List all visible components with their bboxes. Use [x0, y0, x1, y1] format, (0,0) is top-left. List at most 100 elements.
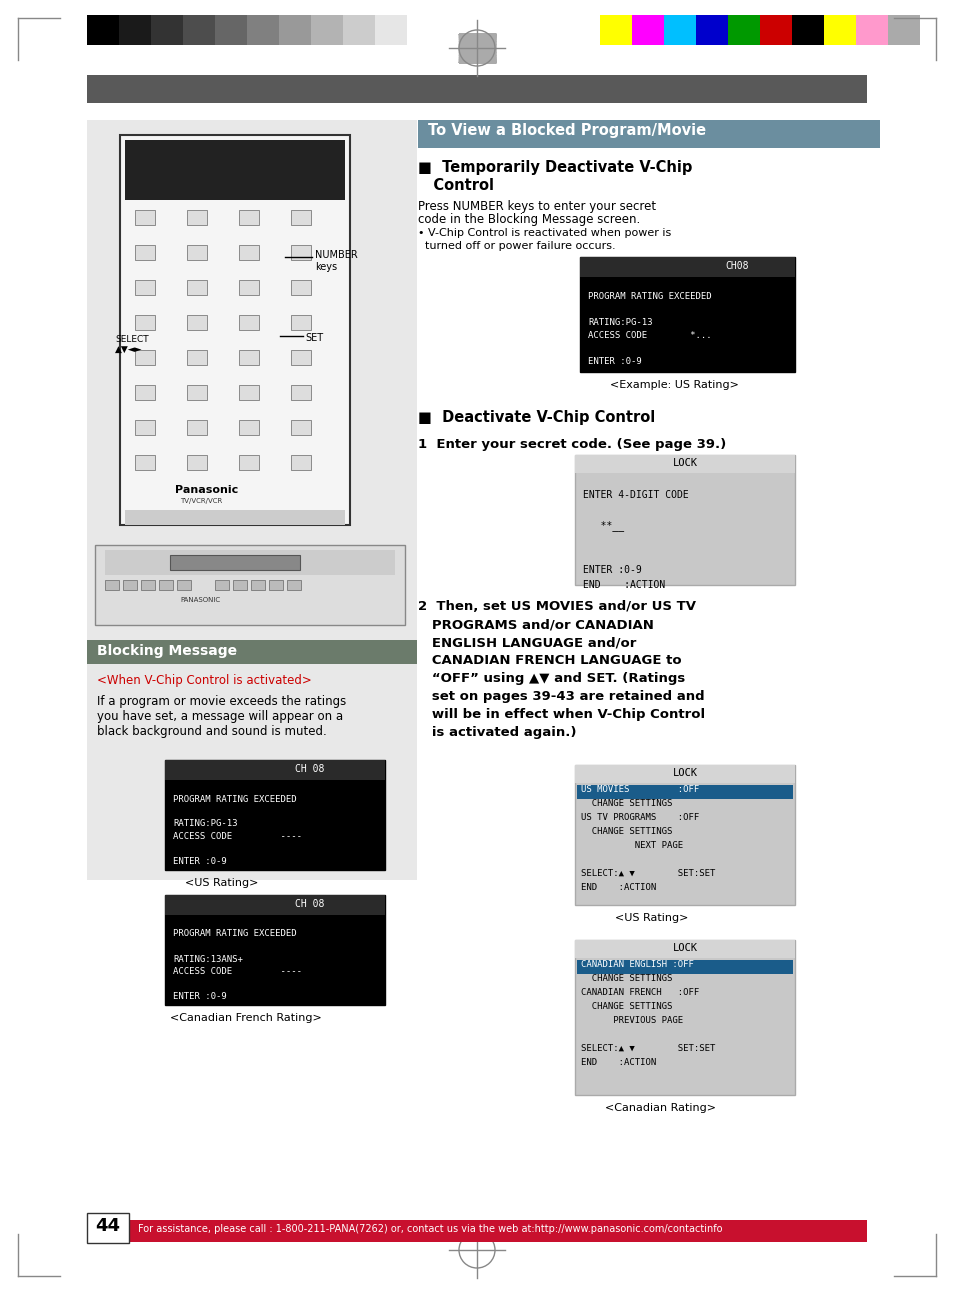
Bar [187, 421, 207, 435]
Text: PROGRAM RATING EXCEEDED: PROGRAM RATING EXCEEDED [587, 292, 711, 302]
Bar [791, 16, 823, 45]
Text: ACCESS CODE        *...: ACCESS CODE *... [587, 331, 711, 340]
Bar [579, 258, 794, 371]
Bar [577, 785, 792, 798]
Bar [87, 120, 416, 880]
Text: is activated again.): is activated again.) [417, 726, 576, 739]
Bar [631, 16, 663, 45]
Text: 1  Enter your secret code. (See page 39.): 1 Enter your secret code. (See page 39.) [417, 437, 725, 452]
Text: ENTER :0-9: ENTER :0-9 [172, 857, 227, 866]
Text: 2  Then, set US MOVIES and/or US TV: 2 Then, set US MOVIES and/or US TV [417, 600, 696, 613]
Bar [760, 16, 791, 45]
Text: Blocking Message: Blocking Message [97, 644, 237, 659]
Bar [187, 314, 207, 330]
Bar [87, 16, 119, 45]
Bar [187, 455, 207, 470]
Text: CHANGE SETTINGS: CHANGE SETTINGS [580, 827, 672, 836]
Text: CANADIAN FRENCH LANGUAGE to: CANADIAN FRENCH LANGUAGE to [417, 653, 680, 666]
Text: For assistance, please call : 1-800-211-PANA(7262) or, contact us via the web at: For assistance, please call : 1-800-211-… [138, 1224, 721, 1234]
Text: set on pages 39-43 are retained and: set on pages 39-43 are retained and [417, 690, 704, 703]
Text: END    :ACTION: END :ACTION [580, 1058, 656, 1068]
Bar [187, 280, 207, 295]
Bar [407, 16, 438, 45]
Bar [575, 939, 794, 958]
Bar [135, 314, 154, 330]
Bar [887, 16, 919, 45]
Bar [214, 580, 229, 590]
Text: SELECT: SELECT [115, 335, 149, 344]
Bar [239, 314, 258, 330]
Bar [247, 16, 278, 45]
Bar [170, 555, 299, 569]
Bar [135, 386, 154, 400]
Text: Panasonic: Panasonic [174, 485, 238, 496]
Bar [105, 580, 119, 590]
Bar [291, 280, 311, 295]
Bar [287, 580, 301, 590]
Text: CANADIAN FRENCH   :OFF: CANADIAN FRENCH :OFF [580, 989, 699, 996]
Text: PROGRAM RATING EXCEEDED: PROGRAM RATING EXCEEDED [172, 795, 296, 804]
Bar [239, 245, 258, 260]
Bar [135, 280, 154, 295]
Bar [239, 280, 258, 295]
Text: ENGLISH LANGUAGE and/or: ENGLISH LANGUAGE and/or [417, 635, 636, 650]
Text: To View a Blocked Program/Movie: To View a Blocked Program/Movie [428, 123, 705, 138]
Bar [269, 580, 283, 590]
Bar [291, 455, 311, 470]
Text: SELECT:▲ ▼        SET:SET: SELECT:▲ ▼ SET:SET [580, 870, 715, 879]
Bar [291, 314, 311, 330]
Bar [135, 210, 154, 225]
Text: ENTER :0-9: ENTER :0-9 [582, 565, 641, 575]
Bar [183, 16, 214, 45]
Text: <US Rating>: <US Rating> [615, 914, 688, 923]
Bar [87, 641, 416, 664]
Bar [87, 75, 866, 104]
Bar [177, 580, 191, 590]
Bar [151, 16, 183, 45]
Bar [165, 895, 385, 915]
Text: US TV PROGRAMS    :OFF: US TV PROGRAMS :OFF [580, 813, 699, 822]
Bar [696, 16, 727, 45]
Text: ■  Deactivate V-Chip Control: ■ Deactivate V-Chip Control [417, 410, 655, 424]
Bar [159, 580, 172, 590]
Bar [575, 939, 794, 1095]
Bar [575, 765, 794, 905]
Bar [105, 550, 395, 575]
Text: ENTER :0-9: ENTER :0-9 [587, 357, 641, 366]
Text: RATING:PG-13: RATING:PG-13 [587, 318, 652, 327]
Bar [120, 135, 350, 525]
Bar [123, 580, 137, 590]
Bar [87, 1212, 129, 1244]
Text: If a program or movie exceeds the ratings
you have set, a message will appear on: If a program or movie exceeds the rating… [97, 695, 346, 738]
Bar [125, 510, 345, 525]
Bar [278, 16, 311, 45]
Text: CH 08: CH 08 [294, 899, 324, 908]
Text: turned off or power failure occurs.: turned off or power failure occurs. [417, 241, 615, 251]
Bar [663, 16, 696, 45]
Text: CHANGE SETTINGS: CHANGE SETTINGS [580, 1002, 672, 1011]
Text: ENTER 4-DIGIT CODE: ENTER 4-DIGIT CODE [582, 490, 688, 499]
Bar [135, 455, 154, 470]
Bar [343, 16, 375, 45]
Bar [239, 421, 258, 435]
Bar [291, 245, 311, 260]
Text: code in the Blocking Message screen.: code in the Blocking Message screen. [417, 214, 639, 226]
Bar [599, 16, 631, 45]
Bar [239, 386, 258, 400]
Text: SET: SET [305, 333, 323, 343]
Text: <Canadian French Rating>: <Canadian French Rating> [170, 1013, 321, 1024]
Bar [135, 421, 154, 435]
Bar [165, 895, 385, 1005]
Bar [575, 455, 794, 585]
Text: <Example: US Rating>: <Example: US Rating> [609, 380, 739, 389]
Text: US MOVIES         :OFF: US MOVIES :OFF [580, 785, 699, 795]
Text: **__: **__ [582, 520, 623, 531]
Bar [187, 349, 207, 365]
Bar [233, 580, 247, 590]
Bar [375, 16, 407, 45]
Text: PROGRAMS and/or CANADIAN: PROGRAMS and/or CANADIAN [417, 619, 653, 631]
Bar [577, 960, 792, 974]
Text: LOCK: LOCK [672, 943, 697, 952]
Text: END    :ACTION: END :ACTION [582, 580, 664, 590]
Text: CH08: CH08 [724, 261, 748, 270]
